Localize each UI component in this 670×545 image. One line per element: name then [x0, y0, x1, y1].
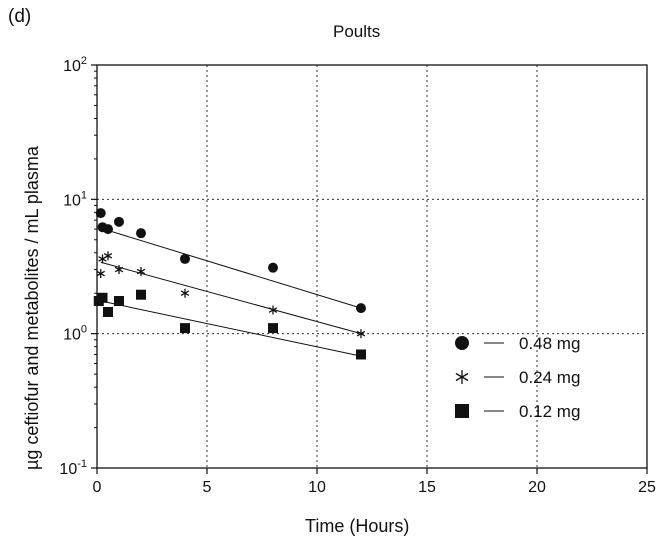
data-point-2: [97, 292, 108, 303]
legend-marker-1: [455, 370, 469, 384]
fit-line-1: [100, 261, 362, 335]
plot-frame: [96, 64, 648, 469]
legend-label-1: 0.24 mg: [519, 368, 580, 387]
data-point-1: [136, 267, 146, 277]
data-point-2: [136, 289, 146, 300]
legend-marker-0: [455, 336, 469, 350]
y-tick-label: 101: [63, 189, 87, 209]
y-tick-label: 102: [63, 55, 87, 75]
legend-label-0: 0.48 mg: [519, 334, 580, 353]
x-tick-label: 20: [528, 479, 546, 496]
data-point-1: [180, 288, 190, 298]
data-point-0: [356, 303, 366, 314]
data-point-2: [180, 323, 190, 334]
chart-title: Poults: [333, 22, 381, 41]
fit-line-2: [100, 300, 362, 357]
x-tick-label: 15: [418, 479, 436, 496]
legend-label-2: 0.12 mg: [519, 402, 580, 421]
x-tick-label: 5: [203, 479, 212, 496]
y-tick-label: 10-1: [59, 458, 87, 478]
x-tick-label: 0: [93, 479, 102, 496]
data-point-1: [268, 305, 278, 315]
data-point-0: [136, 228, 146, 239]
y-tick-label: 100: [63, 324, 87, 344]
x-tick-label: 10: [308, 479, 326, 496]
x-tick-label: 25: [638, 479, 656, 496]
data-point-1: [356, 329, 366, 339]
data-point-1: [98, 254, 107, 264]
fit-line-0: [100, 227, 362, 309]
data-point-1: [96, 269, 105, 279]
data-point-2: [103, 306, 113, 317]
data-point-0: [268, 262, 278, 273]
data-point-0: [180, 253, 190, 264]
legend-marker-2: [455, 404, 469, 418]
data-point-1: [114, 265, 124, 275]
data-point-0: [95, 208, 106, 219]
data-point-2: [268, 323, 278, 334]
data-point-2: [356, 349, 366, 360]
data-point-2: [114, 296, 124, 307]
x-axis-label: Time (Hours): [305, 516, 410, 536]
data-point-0: [114, 216, 124, 227]
panel-label: (d): [8, 6, 32, 27]
data-point-0: [103, 224, 113, 235]
data-point-1: [103, 251, 113, 261]
